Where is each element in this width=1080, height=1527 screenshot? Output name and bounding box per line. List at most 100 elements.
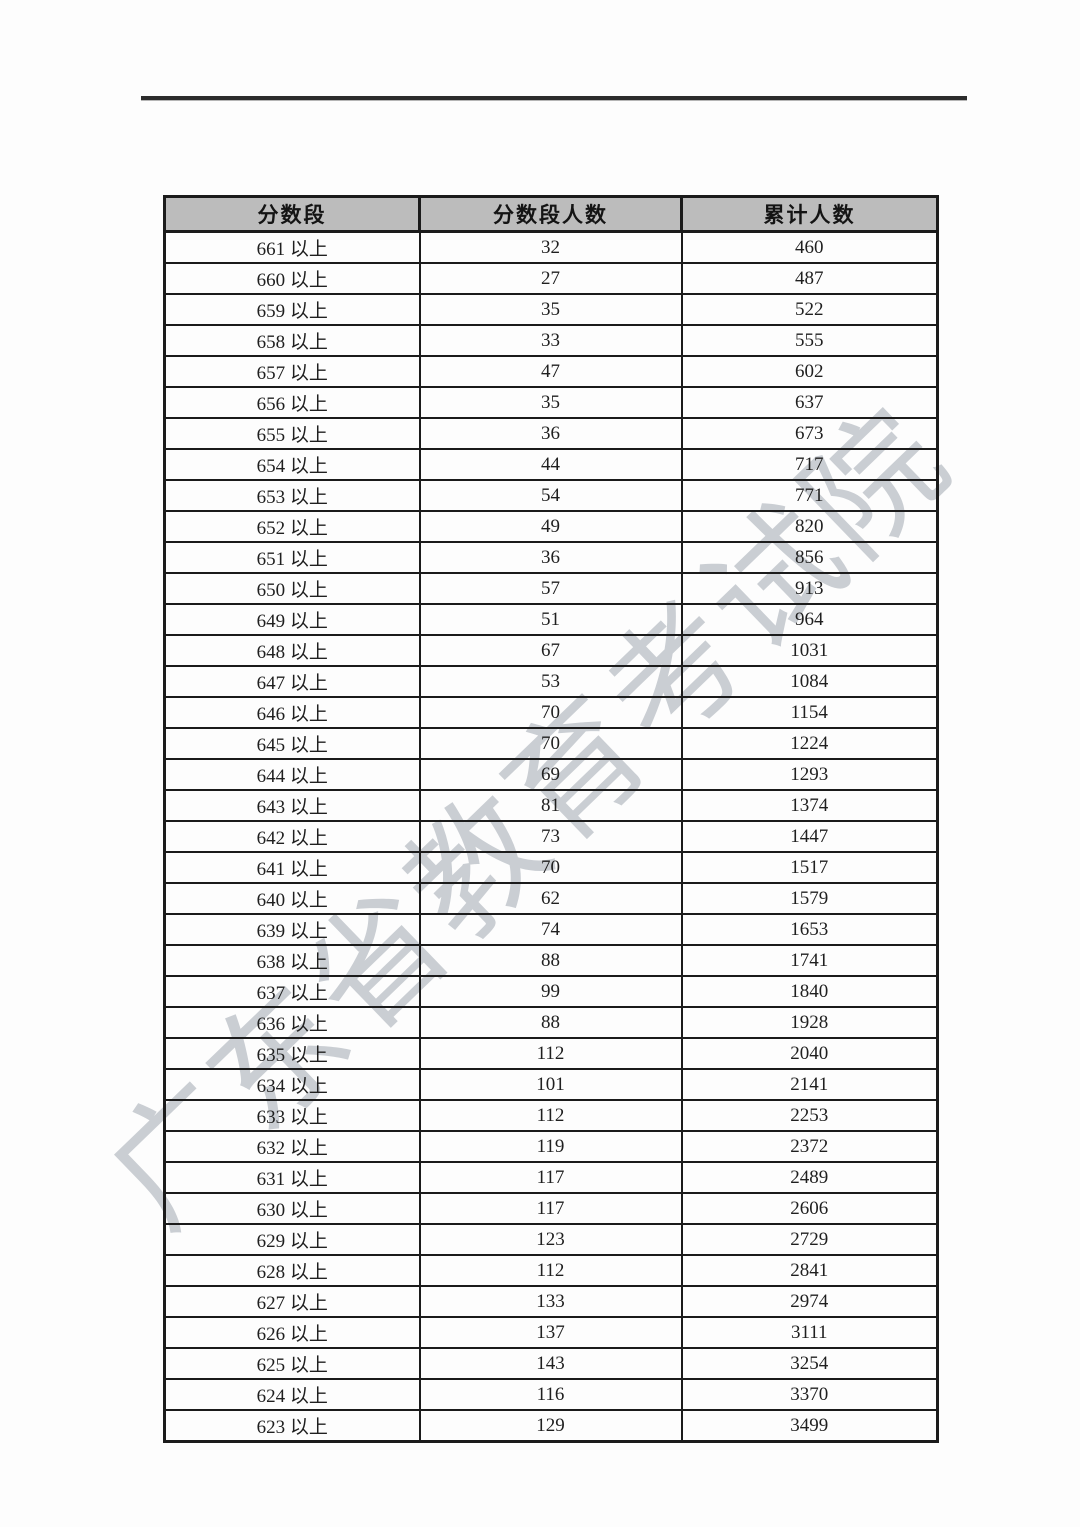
cell-segment-count: 33 bbox=[418, 324, 683, 357]
table-row: 650 以上 57 913 bbox=[163, 572, 939, 605]
cell-cumulative-count: 820 bbox=[680, 510, 939, 543]
table-row: 642 以上 73 1447 bbox=[163, 820, 939, 853]
cell-cumulative-count: 1154 bbox=[680, 696, 939, 729]
table-row: 640 以上 62 1579 bbox=[163, 882, 939, 915]
table-row: 628 以上 112 2841 bbox=[163, 1254, 939, 1287]
cell-cumulative-count: 3370 bbox=[680, 1378, 939, 1411]
cell-cumulative-count: 2141 bbox=[680, 1068, 939, 1101]
cell-segment-count: 117 bbox=[418, 1161, 683, 1194]
cell-score-segment: 661 以上 bbox=[163, 230, 421, 264]
cell-segment-count: 62 bbox=[418, 882, 683, 915]
cell-cumulative-count: 1447 bbox=[680, 820, 939, 853]
cell-score-segment: 658 以上 bbox=[163, 324, 421, 357]
table-row: 646 以上 70 1154 bbox=[163, 696, 939, 729]
cell-cumulative-count: 1579 bbox=[680, 882, 939, 915]
cell-cumulative-count: 2606 bbox=[680, 1192, 939, 1225]
table-row: 633 以上 112 2253 bbox=[163, 1099, 939, 1132]
table-row: 634 以上 101 2141 bbox=[163, 1068, 939, 1101]
table-row: 649 以上 51 964 bbox=[163, 603, 939, 636]
table-row: 654 以上 44 717 bbox=[163, 448, 939, 481]
cell-cumulative-count: 1293 bbox=[680, 758, 939, 791]
cell-score-segment: 627 以上 bbox=[163, 1285, 421, 1318]
cell-score-segment: 633 以上 bbox=[163, 1099, 421, 1132]
cell-score-segment: 632 以上 bbox=[163, 1130, 421, 1163]
cell-score-segment: 628 以上 bbox=[163, 1254, 421, 1287]
cell-score-segment: 646 以上 bbox=[163, 696, 421, 729]
cell-segment-count: 112 bbox=[418, 1037, 683, 1070]
table-row: 647 以上 53 1084 bbox=[163, 665, 939, 698]
table-row: 638 以上 88 1741 bbox=[163, 944, 939, 977]
cell-score-segment: 653 以上 bbox=[163, 479, 421, 512]
cell-cumulative-count: 460 bbox=[680, 230, 939, 264]
cell-score-segment: 638 以上 bbox=[163, 944, 421, 977]
cell-score-segment: 660 以上 bbox=[163, 262, 421, 295]
cell-segment-count: 70 bbox=[418, 696, 683, 729]
cell-cumulative-count: 637 bbox=[680, 386, 939, 419]
table-row: 624 以上 116 3370 bbox=[163, 1378, 939, 1411]
cell-cumulative-count: 2489 bbox=[680, 1161, 939, 1194]
table-row: 661 以上 32 460 bbox=[163, 230, 939, 264]
cell-score-segment: 639 以上 bbox=[163, 913, 421, 946]
cell-cumulative-count: 717 bbox=[680, 448, 939, 481]
table-row: 653 以上 54 771 bbox=[163, 479, 939, 512]
cell-cumulative-count: 2253 bbox=[680, 1099, 939, 1132]
cell-segment-count: 129 bbox=[418, 1409, 683, 1443]
cell-score-segment: 623 以上 bbox=[163, 1409, 421, 1443]
cell-score-segment: 659 以上 bbox=[163, 293, 421, 326]
cell-segment-count: 119 bbox=[418, 1130, 683, 1163]
cell-cumulative-count: 2841 bbox=[680, 1254, 939, 1287]
cell-segment-count: 35 bbox=[418, 293, 683, 326]
cell-cumulative-count: 2040 bbox=[680, 1037, 939, 1070]
cell-segment-count: 81 bbox=[418, 789, 683, 822]
cell-cumulative-count: 856 bbox=[680, 541, 939, 574]
cell-segment-count: 117 bbox=[418, 1192, 683, 1225]
table-row: 641 以上 70 1517 bbox=[163, 851, 939, 884]
cell-segment-count: 57 bbox=[418, 572, 683, 605]
cell-cumulative-count: 3254 bbox=[680, 1347, 939, 1380]
cell-segment-count: 67 bbox=[418, 634, 683, 667]
cell-segment-count: 44 bbox=[418, 448, 683, 481]
cell-score-segment: 641 以上 bbox=[163, 851, 421, 884]
cell-cumulative-count: 2729 bbox=[680, 1223, 939, 1256]
table-row: 655 以上 36 673 bbox=[163, 417, 939, 450]
cell-segment-count: 112 bbox=[418, 1099, 683, 1132]
table-row: 656 以上 35 637 bbox=[163, 386, 939, 419]
cell-score-segment: 651 以上 bbox=[163, 541, 421, 574]
cell-segment-count: 35 bbox=[418, 386, 683, 419]
cell-segment-count: 101 bbox=[418, 1068, 683, 1101]
cell-score-segment: 645 以上 bbox=[163, 727, 421, 760]
cell-segment-count: 54 bbox=[418, 479, 683, 512]
table-row: 659 以上 35 522 bbox=[163, 293, 939, 326]
cell-score-segment: 643 以上 bbox=[163, 789, 421, 822]
cell-segment-count: 74 bbox=[418, 913, 683, 946]
header-segment-count: 分数段人数 bbox=[418, 195, 683, 233]
cell-score-segment: 640 以上 bbox=[163, 882, 421, 915]
cell-score-segment: 636 以上 bbox=[163, 1006, 421, 1039]
cell-cumulative-count: 2372 bbox=[680, 1130, 939, 1163]
cell-segment-count: 27 bbox=[418, 262, 683, 295]
cell-segment-count: 53 bbox=[418, 665, 683, 698]
table-row: 627 以上 133 2974 bbox=[163, 1285, 939, 1318]
cell-segment-count: 36 bbox=[418, 417, 683, 450]
table-row: 644 以上 69 1293 bbox=[163, 758, 939, 791]
cell-cumulative-count: 964 bbox=[680, 603, 939, 636]
table-row: 652 以上 49 820 bbox=[163, 510, 939, 543]
table-row: 639 以上 74 1653 bbox=[163, 913, 939, 946]
top-horizontal-rule bbox=[141, 96, 967, 101]
cell-score-segment: 635 以上 bbox=[163, 1037, 421, 1070]
table-row: 637 以上 99 1840 bbox=[163, 975, 939, 1008]
header-cumulative-count: 累计人数 bbox=[680, 195, 939, 233]
cell-cumulative-count: 3111 bbox=[680, 1316, 939, 1349]
cell-cumulative-count: 1374 bbox=[680, 789, 939, 822]
cell-segment-count: 36 bbox=[418, 541, 683, 574]
cell-segment-count: 133 bbox=[418, 1285, 683, 1318]
table-row: 629 以上 123 2729 bbox=[163, 1223, 939, 1256]
cell-score-segment: 631 以上 bbox=[163, 1161, 421, 1194]
cell-cumulative-count: 913 bbox=[680, 572, 939, 605]
table-row: 648 以上 67 1031 bbox=[163, 634, 939, 667]
cell-score-segment: 657 以上 bbox=[163, 355, 421, 388]
cell-score-segment: 637 以上 bbox=[163, 975, 421, 1008]
table-row: 643 以上 81 1374 bbox=[163, 789, 939, 822]
cell-segment-count: 88 bbox=[418, 944, 683, 977]
cell-score-segment: 626 以上 bbox=[163, 1316, 421, 1349]
